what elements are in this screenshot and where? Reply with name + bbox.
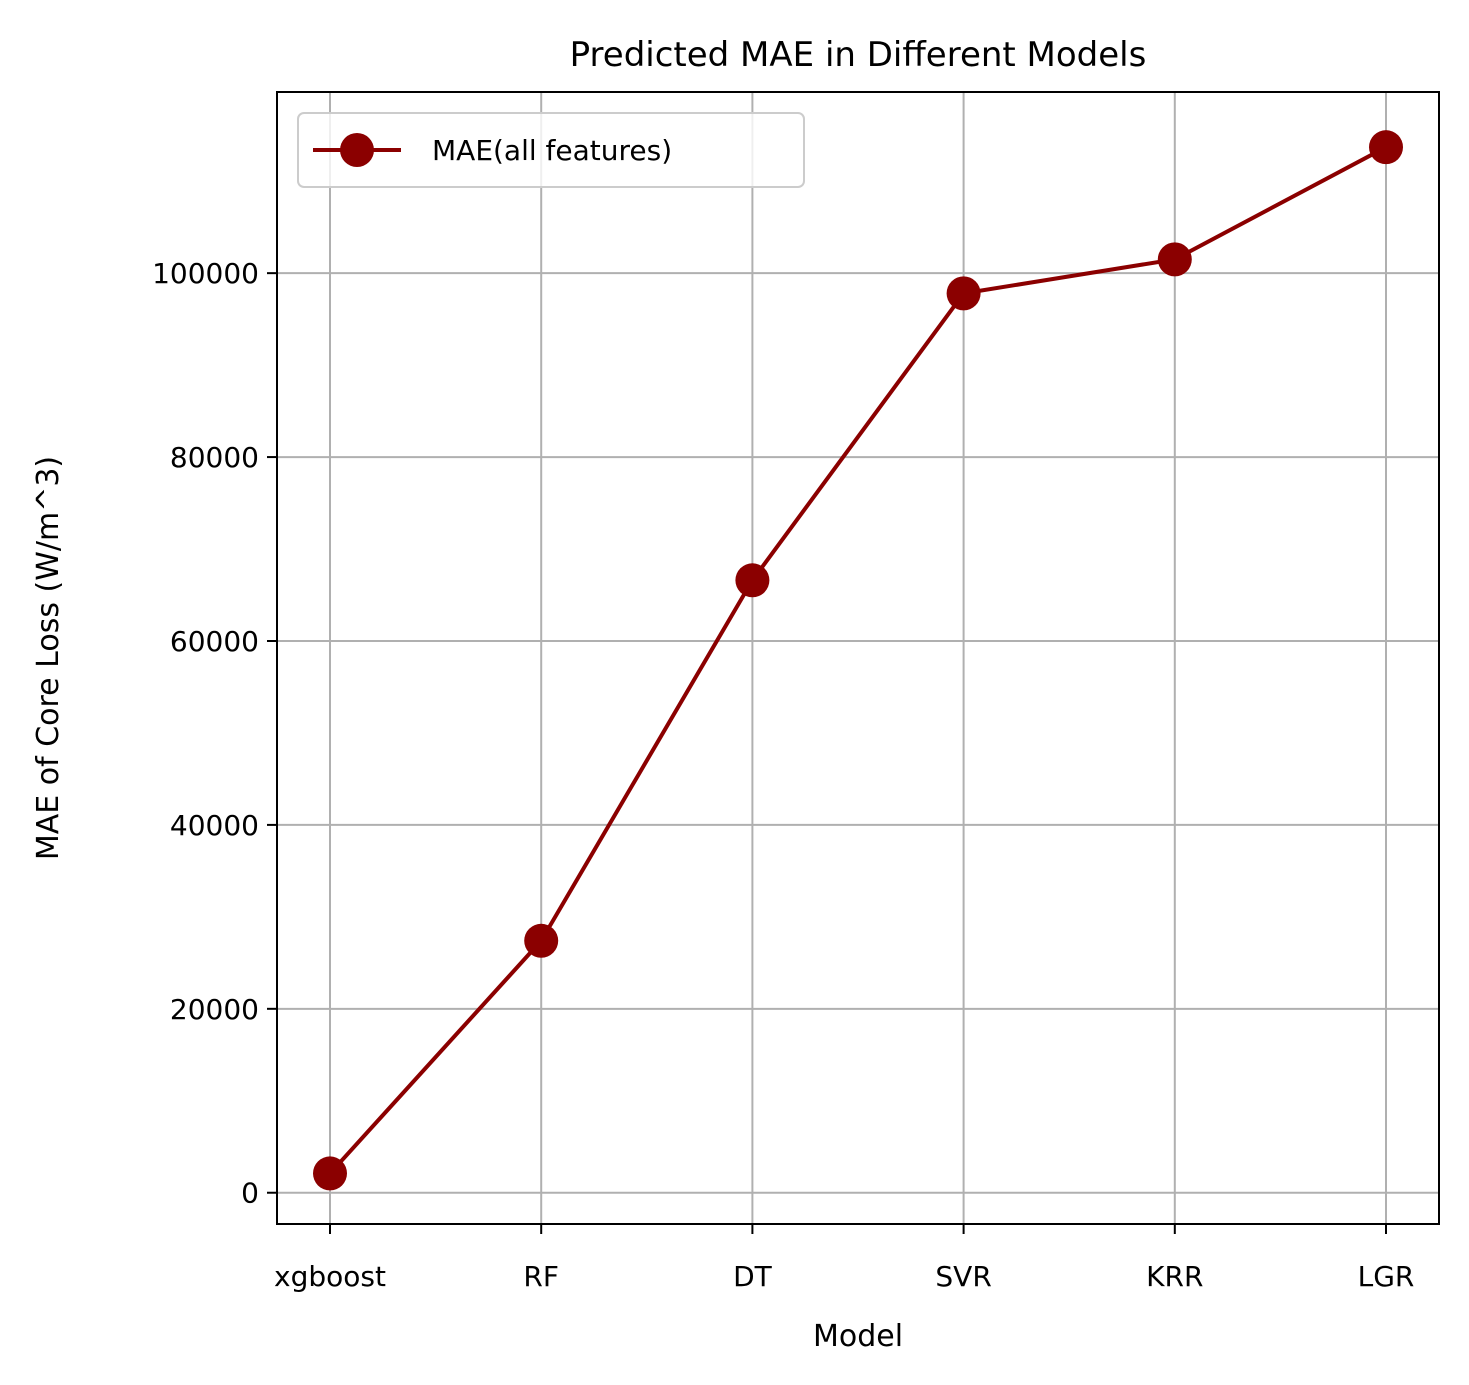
x-tick-label: xgboost	[274, 1260, 386, 1293]
chart-title: Predicted MAE in Different Models	[570, 35, 1147, 75]
x-tick-label: SVR	[935, 1260, 991, 1293]
x-tick-label: DT	[733, 1260, 773, 1293]
y-tick-label: 60000	[170, 625, 259, 658]
grid-lines	[277, 92, 1439, 1224]
legend-marker-swatch	[340, 133, 374, 167]
data-point-dt	[735, 563, 770, 598]
data-point-lgr	[1369, 130, 1403, 165]
y-tick-label: 40000	[170, 809, 259, 842]
x-tick-label: LGR	[1358, 1260, 1415, 1293]
series-line	[328, 145, 1387, 1175]
data-point-svr	[946, 276, 981, 311]
axis-ticks: xgboost RF DT SVR KRR LGR 0 20000 40000 60000 8000…	[152, 257, 1414, 1293]
y-tick-label: 0	[241, 1177, 259, 1210]
y-tick-label: 20000	[170, 993, 259, 1026]
y-tick-label: 80000	[170, 441, 259, 474]
data-point-krr	[1157, 242, 1192, 277]
y-axis-label: MAE of Core Loss (W/m^3)	[31, 456, 66, 860]
legend: MAE(all features)	[297, 112, 805, 188]
x-tick-label: RF	[523, 1260, 559, 1293]
x-axis-label: Model	[813, 1319, 903, 1354]
legend-entry-label: MAE(all features)	[432, 134, 672, 167]
series-layer	[313, 130, 1403, 1191]
y-tick-label: 100000	[152, 257, 259, 290]
legend-box	[297, 112, 805, 188]
plot-frame	[276, 91, 1440, 1225]
data-point-rf	[524, 923, 559, 958]
x-tick-label: KRR	[1146, 1260, 1203, 1293]
data-point-xgboost	[313, 1156, 347, 1191]
